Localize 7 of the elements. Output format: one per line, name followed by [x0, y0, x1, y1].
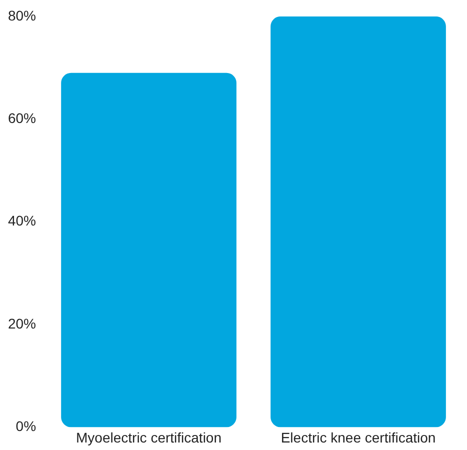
x-tick-label: Myoelectric certification [76, 429, 222, 446]
y-tick-label: 80% [8, 7, 36, 24]
y-tick-label: 0% [16, 418, 36, 434]
y-tick-label: 20% [8, 315, 36, 332]
y-tick-label: 60% [8, 110, 36, 126]
x-tick-label: Electric knee certification [280, 429, 436, 446]
y-tick-label: 40% [8, 212, 36, 229]
